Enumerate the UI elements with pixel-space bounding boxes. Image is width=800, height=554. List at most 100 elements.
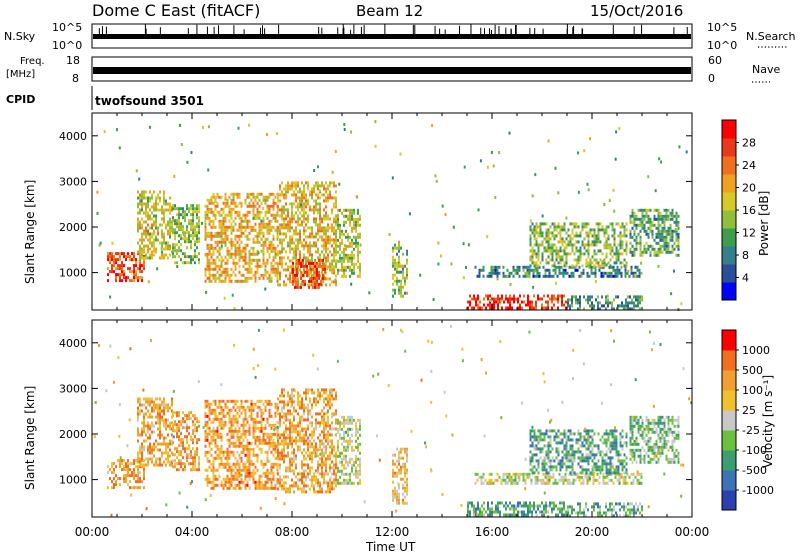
range-gate-cell xyxy=(248,453,251,457)
range-gate-cell xyxy=(568,265,571,269)
scatter-cell xyxy=(334,150,337,153)
range-gate-cell xyxy=(295,436,297,440)
range-gate-cell xyxy=(171,223,173,227)
range-gate-cell xyxy=(597,261,600,265)
range-gate-cell xyxy=(609,301,611,305)
range-gate-cell xyxy=(119,252,121,256)
range-gate-cell xyxy=(206,450,209,454)
range-gate-cell xyxy=(143,193,145,197)
range-gate-cell xyxy=(653,208,656,212)
range-gate-cell xyxy=(313,208,315,212)
range-gate-cell xyxy=(270,264,273,268)
range-gate-cell xyxy=(216,243,219,247)
range-gate-cell xyxy=(559,228,562,232)
range-gate-cell xyxy=(125,258,127,262)
range-gate-cell xyxy=(139,480,141,484)
range-gate-cell xyxy=(155,202,157,206)
range-gate-cell xyxy=(151,205,153,209)
range-gate-cell xyxy=(248,486,251,490)
range-gate-cell xyxy=(194,249,196,253)
range-gate-cell xyxy=(295,430,297,434)
range-gate-cell xyxy=(157,403,159,407)
range-gate-cell xyxy=(218,432,221,436)
range-gate-cell xyxy=(258,480,261,484)
colorbar-tick-label: 12 xyxy=(742,227,756,240)
range-gate-cell xyxy=(485,294,487,298)
range-gate-cell xyxy=(528,274,531,278)
range-gate-cell xyxy=(115,276,117,280)
range-gate-cell xyxy=(155,250,157,254)
range-gate-cell xyxy=(521,306,523,310)
range-gate-cell xyxy=(529,306,531,310)
range-gate-cell xyxy=(301,244,303,248)
range-gate-cell xyxy=(192,222,194,226)
range-gate-cell xyxy=(111,255,113,259)
range-gate-cell xyxy=(145,235,147,239)
range-gate-cell xyxy=(319,481,321,485)
range-gate-cell xyxy=(675,217,678,221)
range-gate-cell xyxy=(180,462,182,466)
range-gate-cell xyxy=(232,261,235,265)
range-gate-cell xyxy=(297,484,299,488)
range-gate-cell xyxy=(300,270,302,274)
range-gate-cell xyxy=(359,268,361,272)
range-gate-cell xyxy=(172,411,174,415)
range-gate-cell xyxy=(327,256,329,260)
range-gate-cell xyxy=(349,274,351,278)
scatter-cell xyxy=(140,199,143,203)
range-gate-cell xyxy=(222,207,225,211)
range-gate-cell xyxy=(657,232,660,236)
range-gate-cell xyxy=(309,388,311,392)
range-gate-cell xyxy=(238,483,241,487)
range-gate-cell xyxy=(214,438,217,442)
range-gate-cell xyxy=(194,423,196,427)
range-gate-cell xyxy=(270,270,273,274)
range-gate-cell xyxy=(167,424,169,428)
range-gate-cell xyxy=(262,225,265,229)
range-gate-cell xyxy=(262,417,265,421)
range-gate-cell xyxy=(228,456,231,460)
range-gate-cell xyxy=(111,264,113,268)
range-gate-cell xyxy=(482,274,485,278)
range-gate-cell xyxy=(505,294,507,298)
range-gate-cell xyxy=(190,204,192,208)
colorbar-segment xyxy=(722,192,736,211)
range-gate-cell xyxy=(107,471,109,475)
range-gate-cell xyxy=(258,234,261,238)
range-gate-cell xyxy=(323,253,325,257)
range-gate-cell xyxy=(153,463,155,467)
range-gate-cell xyxy=(311,253,313,257)
range-gate-cell xyxy=(557,300,559,304)
range-gate-cell xyxy=(224,213,227,217)
scatter-cell xyxy=(116,128,118,132)
scatter-cell xyxy=(657,265,660,268)
range-gate-cell xyxy=(313,184,315,188)
nsearch-label: N.Search xyxy=(746,30,796,43)
range-gate-cell xyxy=(398,240,400,244)
range-gate-cell xyxy=(341,274,343,278)
range-gate-cell xyxy=(563,252,566,256)
range-gate-cell xyxy=(585,222,588,226)
range-gate-cell xyxy=(657,208,660,212)
range-gate-cell xyxy=(210,207,213,211)
range-gate-cell xyxy=(305,196,307,200)
range-gate-cell xyxy=(345,247,347,251)
range-gate-cell xyxy=(313,397,315,401)
range-gate-cell xyxy=(307,412,309,416)
range-gate-cell xyxy=(171,226,173,230)
range-gate-cell xyxy=(206,267,209,271)
range-gate-cell xyxy=(151,196,153,200)
range-gate-cell xyxy=(329,250,331,254)
range-gate-cell xyxy=(300,264,302,268)
range-gate-cell xyxy=(107,258,109,262)
range-gate-cell xyxy=(307,256,309,260)
range-gate-cell xyxy=(323,433,325,437)
range-gate-cell xyxy=(321,457,323,461)
scatter-cell xyxy=(554,166,557,170)
range-gate-cell xyxy=(224,243,227,247)
range-gate-cell xyxy=(605,237,608,241)
range-gate-cell xyxy=(143,415,145,419)
range-gate-cell xyxy=(327,454,329,458)
range-gate-cell xyxy=(593,304,595,308)
range-gate-cell xyxy=(236,210,239,214)
